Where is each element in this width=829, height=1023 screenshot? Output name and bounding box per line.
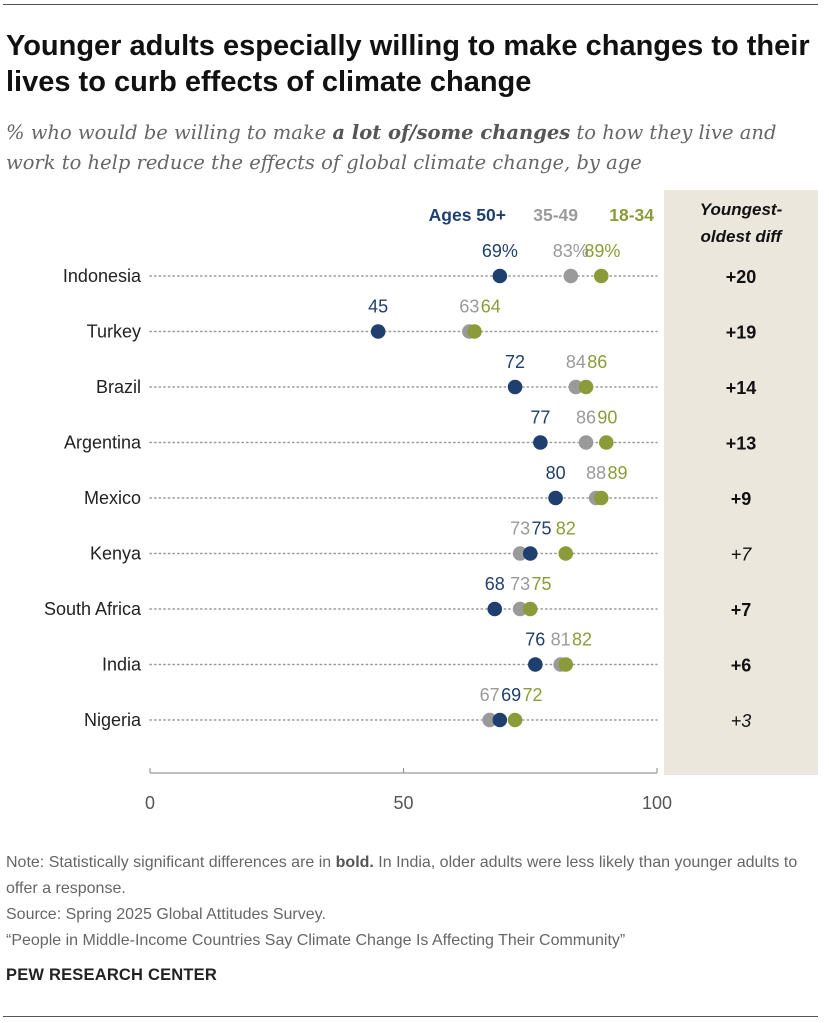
point-o <box>507 379 523 395</box>
value-label-m: 73 <box>510 574 530 594</box>
value-label-y: 89 <box>608 463 628 483</box>
diff-header-line2: oldest diff <box>701 227 784 246</box>
value-label-y: 75 <box>531 574 551 594</box>
point-o <box>522 546 538 561</box>
point-y <box>507 712 523 728</box>
point-o <box>528 657 543 672</box>
point-y <box>599 435 614 450</box>
point-y <box>522 601 538 617</box>
value-label-m: 86 <box>576 408 596 428</box>
value-label-o: 45 <box>368 297 388 317</box>
point-m <box>568 379 584 395</box>
value-label-o: 77 <box>530 408 550 428</box>
brand-logo-text: PEW RESEARCH CENTER <box>6 966 217 984</box>
subtitle-text-end: to how they live and work to help reduce… <box>6 121 777 174</box>
x-tick-label: 100 <box>642 793 672 813</box>
point-o <box>548 490 563 506</box>
point-y <box>578 379 594 395</box>
category-label: Brazil <box>96 377 141 397</box>
legend-label-m: 35-49 <box>533 205 578 225</box>
source-line: Source: Spring 2025 Global Attitudes Sur… <box>6 906 326 923</box>
point-o <box>492 712 508 728</box>
point-m <box>482 712 497 728</box>
chart-subtitle: % who would be willing to make a lot of/… <box>6 118 821 178</box>
value-label-y: 82 <box>556 519 576 539</box>
value-label-m: 83% <box>553 241 589 261</box>
value-label-o: 69 <box>501 685 521 705</box>
legend-label-o: Ages 50+ <box>429 205 506 225</box>
point-y <box>558 546 574 561</box>
value-label-m: 88 <box>586 463 606 483</box>
diff-value: +7 <box>731 545 753 565</box>
chart-title: Younger adults especially willing to mak… <box>6 30 810 98</box>
report-title: “People in Middle-Income Countries Say C… <box>6 932 626 949</box>
legend-label-y: 18-34 <box>609 205 654 225</box>
value-label-o: 80 <box>546 463 566 483</box>
category-label: Indonesia <box>63 266 142 286</box>
value-label-o: 76 <box>525 630 545 650</box>
diff-header-line1: Youngest- <box>700 200 783 219</box>
point-y <box>593 268 609 284</box>
subtitle-text: % who would be willing to make <box>6 121 333 144</box>
point-y <box>593 490 609 506</box>
note-line: Note: Statistically significant differen… <box>6 854 798 897</box>
category-label: Mexico <box>84 488 141 508</box>
value-label-m: 73 <box>510 519 530 539</box>
diff-value: +20 <box>726 267 757 287</box>
category-label: India <box>102 655 142 675</box>
value-label-m: 84 <box>566 352 586 372</box>
category-label: Kenya <box>90 544 142 564</box>
value-label-y: 90 <box>597 408 617 428</box>
bottom-rule <box>3 1016 818 1017</box>
value-label-o: 72 <box>505 352 525 372</box>
value-label-y: 86 <box>587 352 607 372</box>
diff-value: +13 <box>726 434 757 454</box>
subtitle-emphasis: a lot of/some changes <box>332 121 571 144</box>
point-m <box>563 268 579 284</box>
value-label-o: 75 <box>531 519 551 539</box>
point-y <box>467 324 482 339</box>
category-label: Turkey <box>87 322 141 342</box>
point-m <box>512 601 528 617</box>
value-label-o: 69% <box>482 241 518 261</box>
diff-value: +19 <box>726 323 757 343</box>
value-label-o: 68 <box>485 574 505 594</box>
diff-panel <box>664 190 818 775</box>
value-label-y: 82 <box>572 630 592 650</box>
point-y <box>558 657 574 672</box>
category-label: Nigeria <box>84 710 142 730</box>
value-label-y: 64 <box>481 297 501 317</box>
x-tick-label: 50 <box>393 793 413 813</box>
category-label: Argentina <box>64 433 142 453</box>
diff-value: +7 <box>731 600 752 620</box>
category-label: South Africa <box>44 599 142 619</box>
diff-value: +9 <box>731 489 752 509</box>
diff-value: +3 <box>731 711 752 731</box>
point-o <box>533 435 548 450</box>
point-o <box>487 601 503 617</box>
value-label-m: 81 <box>551 630 571 650</box>
value-label-y: 72 <box>522 685 542 705</box>
point-m <box>578 435 594 450</box>
diff-value: +6 <box>731 656 752 676</box>
diff-value: +14 <box>726 378 757 398</box>
value-label-m: 63 <box>459 297 479 317</box>
point-o <box>370 324 386 339</box>
x-tick-label: 0 <box>145 793 155 813</box>
value-label-m: 67 <box>480 685 500 705</box>
dot-plot-chart: Ages 50+ 35-49 18-34 Youngest-oldest diff In… <box>44 190 818 813</box>
point-m <box>512 546 528 561</box>
point-o <box>492 268 508 284</box>
top-rule <box>3 4 818 5</box>
value-label-y: 89% <box>584 241 620 261</box>
notes: Note: Statistically significant differen… <box>6 850 806 954</box>
